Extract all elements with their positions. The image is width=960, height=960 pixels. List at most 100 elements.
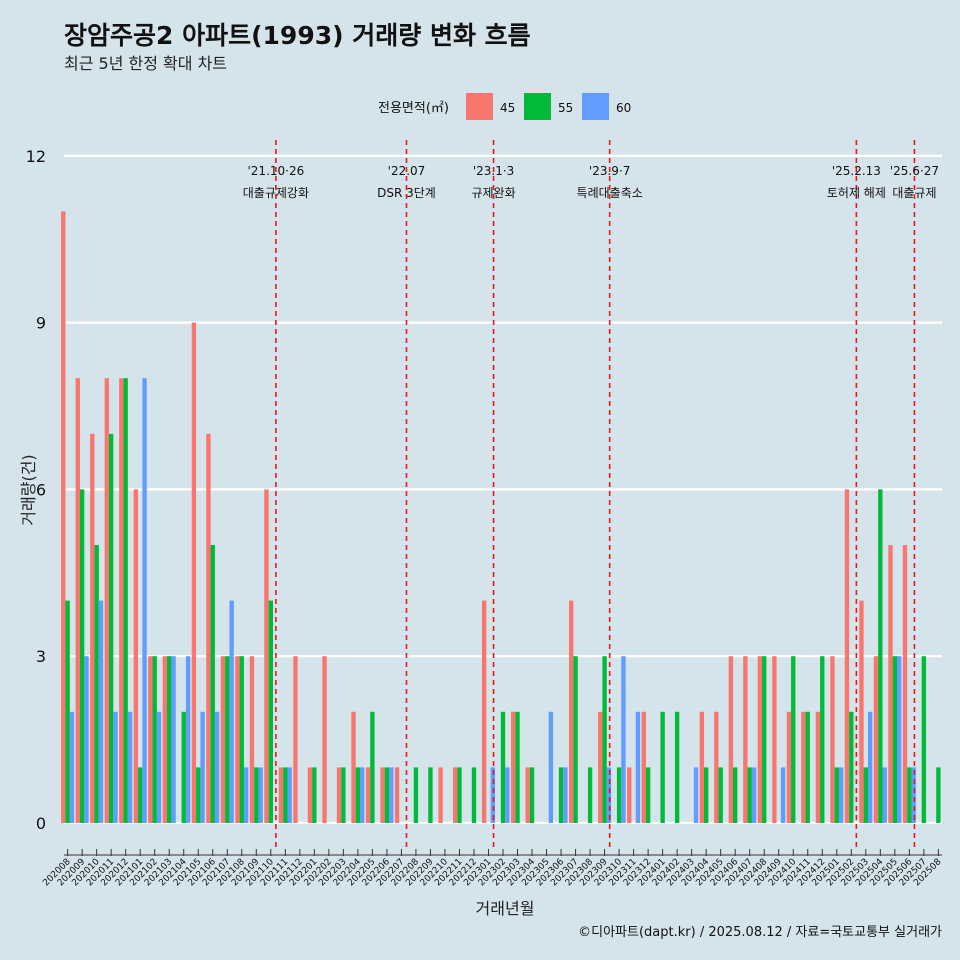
legend: 전용면적(㎡) 45 55 60 bbox=[378, 93, 631, 120]
bar-60-202506 bbox=[911, 767, 916, 823]
bar-60-202310 bbox=[621, 656, 626, 823]
bar-45-202307 bbox=[569, 600, 574, 823]
annotation-date: '25.6·27 bbox=[890, 164, 939, 178]
bar-45-202406 bbox=[728, 656, 734, 823]
bar-60-202101 bbox=[142, 378, 147, 823]
bar-45-202309 bbox=[598, 711, 603, 823]
bar-55-202009 bbox=[79, 489, 85, 823]
annotation-label: 규제완화 bbox=[471, 186, 515, 200]
bar-60-202403 bbox=[693, 767, 699, 823]
y-tick-label: 6 bbox=[36, 480, 46, 499]
bar-55-202201 bbox=[312, 767, 317, 823]
bar-55-202507 bbox=[921, 656, 927, 823]
bar-45-202102 bbox=[148, 656, 153, 823]
y-tick-label: 0 bbox=[36, 814, 46, 833]
legend-title: 전용면적(㎡) bbox=[378, 101, 449, 116]
bar-55-202406 bbox=[733, 767, 738, 823]
bar-45-202205 bbox=[365, 767, 371, 823]
bar-55-202101 bbox=[138, 767, 143, 823]
chart-subtitle: 최근 5년 한정 확대 차트 bbox=[64, 54, 227, 73]
bar-60-202311 bbox=[635, 711, 641, 823]
bar-55-202012 bbox=[123, 378, 128, 823]
bar-55-202410 bbox=[791, 656, 796, 823]
bar-60-202503 bbox=[867, 711, 873, 823]
bar-55-202303 bbox=[515, 711, 520, 823]
bar-55-202306 bbox=[558, 767, 564, 823]
bar-55-202209 bbox=[428, 767, 433, 823]
bar-55-202203 bbox=[341, 767, 346, 823]
bars bbox=[61, 211, 941, 823]
bar-55-202008 bbox=[65, 600, 70, 823]
chart-title: 장암주공2 아파트(1993) 거래량 변화 흐름 bbox=[64, 21, 531, 50]
bar-45-202108 bbox=[235, 656, 240, 823]
bar-60-202306 bbox=[563, 767, 568, 823]
bar-55-202504 bbox=[878, 489, 883, 823]
legend-swatch bbox=[582, 93, 609, 120]
bar-45-202312 bbox=[641, 711, 646, 823]
bar-55-202405 bbox=[718, 767, 723, 823]
bar-55-202107 bbox=[225, 656, 230, 823]
bar-55-202411 bbox=[805, 711, 810, 823]
bar-45-202503 bbox=[859, 600, 864, 823]
bar-60-202109 bbox=[258, 767, 263, 823]
annotation-date: '21.10·26 bbox=[248, 164, 305, 178]
bar-55-202508 bbox=[936, 767, 941, 823]
bar-55-202505 bbox=[892, 656, 898, 823]
bar-45-202506 bbox=[902, 545, 908, 823]
bar-55-202103 bbox=[167, 656, 172, 823]
annotation-date: '22.07 bbox=[388, 164, 426, 178]
bar-55-202503 bbox=[863, 767, 868, 823]
bar-45-202011 bbox=[104, 378, 109, 823]
bar-55-202011 bbox=[108, 433, 114, 823]
bar-60-202409 bbox=[780, 767, 786, 823]
bar-60-202104 bbox=[185, 656, 191, 823]
legend-swatch bbox=[524, 93, 551, 120]
bar-60-202505 bbox=[897, 656, 902, 823]
annotation-label: 대출규제강화 bbox=[243, 186, 309, 200]
bar-45-202303 bbox=[510, 711, 516, 823]
legend-label: 60 bbox=[616, 101, 631, 115]
bar-55-202307 bbox=[573, 656, 578, 823]
bar-45-202202 bbox=[322, 656, 327, 823]
bar-45-202405 bbox=[714, 711, 719, 823]
bar-55-202208 bbox=[413, 767, 419, 823]
bar-60-202103 bbox=[171, 656, 176, 823]
bar-60-202302 bbox=[505, 767, 510, 823]
bar-45-202105 bbox=[191, 322, 197, 823]
bar-55-202205 bbox=[370, 711, 375, 823]
bar-55-202402 bbox=[674, 711, 680, 823]
bar-60-202010 bbox=[98, 600, 104, 823]
bar-45-202207 bbox=[394, 767, 400, 823]
bar-45-202505 bbox=[888, 545, 893, 823]
bar-45-202311 bbox=[627, 767, 632, 823]
legend-label: 45 bbox=[500, 101, 515, 115]
bar-45-202501 bbox=[830, 656, 835, 823]
annotation-label: 토허제 해제 bbox=[827, 186, 886, 200]
bar-45-202103 bbox=[162, 656, 168, 823]
bar-60-202009 bbox=[84, 656, 89, 823]
bar-60-202501 bbox=[838, 767, 844, 823]
bar-45-202112 bbox=[293, 656, 298, 823]
legend-label: 55 bbox=[558, 101, 573, 115]
y-tick-label: 3 bbox=[36, 647, 46, 666]
bar-55-202105 bbox=[196, 767, 201, 823]
bar-45-202111 bbox=[278, 767, 284, 823]
legend-swatch bbox=[466, 93, 493, 120]
bar-60-202106 bbox=[214, 711, 220, 823]
bar-55-202412 bbox=[820, 656, 825, 823]
bar-55-202506 bbox=[907, 767, 912, 823]
bar-45-202106 bbox=[206, 433, 211, 823]
bar-60-202102 bbox=[156, 711, 162, 823]
bar-45-202412 bbox=[815, 711, 821, 823]
bar-55-202502 bbox=[849, 711, 854, 823]
bar-45-202301 bbox=[481, 600, 487, 823]
bar-45-202008 bbox=[61, 211, 66, 823]
bar-45-202110 bbox=[264, 489, 269, 823]
bar-45-202012 bbox=[119, 378, 124, 823]
bar-55-202111 bbox=[283, 767, 288, 823]
y-tick-label: 9 bbox=[36, 314, 46, 333]
bar-60-202504 bbox=[882, 767, 887, 823]
bar-45-202210 bbox=[438, 767, 443, 823]
y-axis-ticks: 0 3 6 9 12 bbox=[26, 147, 46, 833]
bar-55-202102 bbox=[152, 656, 157, 823]
